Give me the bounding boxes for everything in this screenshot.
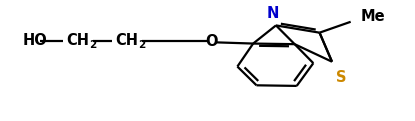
Text: N: N: [266, 6, 279, 21]
Text: CH: CH: [115, 33, 138, 48]
Text: S: S: [336, 70, 347, 85]
Text: Me: Me: [361, 9, 386, 24]
Text: CH: CH: [66, 33, 89, 48]
Text: 2: 2: [89, 40, 96, 50]
Text: 2: 2: [138, 40, 145, 50]
Text: O: O: [205, 34, 218, 49]
Text: HO: HO: [23, 33, 48, 48]
